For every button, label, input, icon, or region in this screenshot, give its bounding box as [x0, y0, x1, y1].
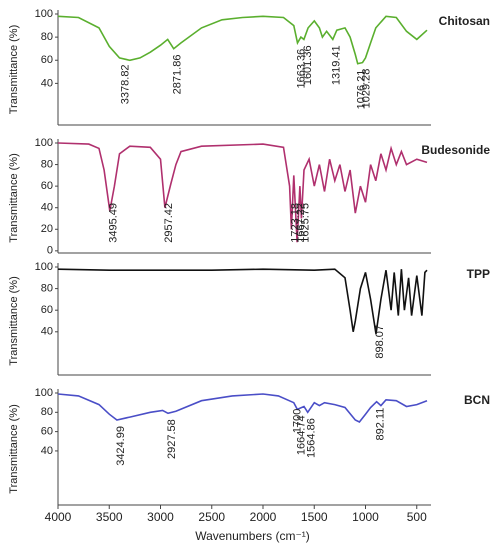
y-tick-label: 80 — [41, 31, 53, 43]
x-tick-label: 4000 — [45, 510, 72, 524]
peak-label: 2957.42 — [163, 203, 175, 243]
peak-label: 1664.74 — [295, 415, 307, 455]
spectrum-line — [57, 393, 428, 424]
y-axis-label: Transmittance (%) — [8, 153, 20, 242]
y-tick-label: 60 — [41, 180, 53, 192]
peak-label: 3424.99 — [115, 426, 127, 466]
y-tick-label: 60 — [41, 54, 53, 66]
peak-label: 2927.58 — [166, 419, 178, 459]
series-label: TPP — [467, 267, 490, 281]
y-tick-label: 0 — [47, 245, 53, 257]
peak-label: 2871.86 — [172, 55, 184, 95]
y-axis-label: Transmittance (%) — [8, 25, 20, 114]
y-tick-label: 80 — [41, 283, 53, 295]
x-axis-label: Wavenumbers (cm⁻¹) — [195, 529, 310, 543]
peak-label: 3378.82 — [120, 64, 132, 104]
y-tick-label: 100 — [35, 387, 53, 399]
peak-label: 1667.22 — [295, 203, 307, 243]
series-label: BCN — [464, 393, 490, 407]
peak-label: 1700 — [292, 409, 304, 433]
peak-label: 1029.28 — [360, 69, 372, 109]
peak-label: 892.11 — [374, 408, 386, 441]
y-tick-label: 20 — [41, 223, 53, 235]
x-tick-label: 2000 — [250, 510, 277, 524]
y-tick-label: 100 — [35, 8, 53, 20]
peak-label: 1663.36 — [295, 49, 307, 89]
peak-label: 1601.36 — [302, 45, 314, 85]
x-tick-label: 2500 — [198, 510, 225, 524]
x-tick-label: 1000 — [352, 510, 379, 524]
x-tick-label: 3000 — [147, 510, 174, 524]
peak-label: 3495.49 — [108, 203, 120, 243]
x-tick-label: 3500 — [96, 510, 123, 524]
spectrum-line — [57, 268, 428, 335]
series-label: Chitosan — [439, 14, 490, 28]
y-tick-label: 80 — [41, 158, 53, 170]
peak-label: 1723.18 — [289, 203, 301, 243]
y-tick-label: 40 — [41, 77, 53, 89]
peak-label: 1625.75 — [299, 203, 311, 243]
y-tick-label: 60 — [41, 304, 53, 316]
peak-label: 1076.21 — [356, 70, 368, 110]
y-tick-label: 40 — [41, 445, 53, 457]
spectrum-line — [57, 15, 428, 65]
peak-label: 1564.86 — [306, 418, 318, 458]
y-tick-label: 100 — [35, 137, 53, 149]
spectrum-line — [57, 142, 428, 243]
peak-label: 1319.41 — [331, 45, 343, 85]
x-tick-label: 1500 — [301, 510, 328, 524]
y-axis-label: Transmittance (%) — [8, 276, 20, 365]
y-tick-label: 40 — [41, 326, 53, 338]
series-label: Budesonide — [421, 143, 490, 157]
y-tick-label: 100 — [35, 261, 53, 273]
y-axis-label: Transmittance (%) — [8, 404, 20, 493]
y-tick-label: 40 — [41, 202, 53, 214]
peak-label: 898.07 — [374, 325, 386, 359]
x-tick-label: 500 — [407, 510, 427, 524]
y-tick-label: 60 — [41, 426, 53, 438]
y-tick-label: 80 — [41, 406, 53, 418]
